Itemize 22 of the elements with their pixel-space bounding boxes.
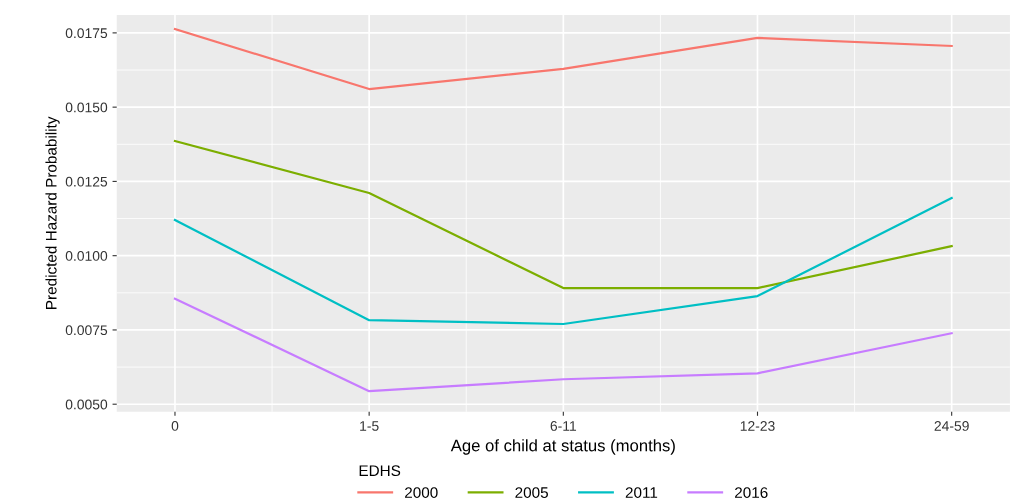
line-series bbox=[173, 196, 953, 326]
x-tick-label: 12-23 bbox=[740, 421, 775, 431]
y-axis-title: Predicted Hazard Probability bbox=[45, 116, 60, 309]
y-tick-label: 0.0050 bbox=[65, 399, 108, 410]
x-tick-label: 1-5 bbox=[360, 421, 379, 431]
line-series bbox=[173, 139, 953, 290]
line-series bbox=[173, 27, 953, 91]
legend-label: 2005 bbox=[515, 487, 548, 498]
y-tick-label: 0.0100 bbox=[65, 251, 108, 261]
legend-label: 2016 bbox=[735, 487, 768, 498]
y-tick-label: 0.0175 bbox=[65, 28, 108, 39]
legend-title: EDHS bbox=[359, 465, 401, 477]
y-tick-label: 0.0075 bbox=[65, 325, 108, 336]
y-tick-label: 0.0125 bbox=[65, 176, 108, 187]
legend-label: 2000 bbox=[405, 487, 438, 498]
y-tick-label: 0.0150 bbox=[65, 102, 108, 113]
x-tick-label: 0 bbox=[171, 421, 179, 431]
x-tick-label: 6-11 bbox=[550, 421, 577, 431]
line-series bbox=[173, 297, 953, 393]
x-tick-label: 24-59 bbox=[934, 421, 969, 431]
legend-label: 2011 bbox=[625, 487, 658, 498]
x-axis-title: Age of child at status (months) bbox=[450, 439, 675, 455]
